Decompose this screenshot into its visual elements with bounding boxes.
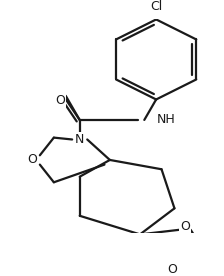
Text: N: N [75, 133, 84, 146]
Text: O: O [180, 221, 190, 233]
Text: O: O [55, 94, 65, 107]
Text: Cl: Cl [150, 0, 162, 13]
Text: NH: NH [157, 113, 176, 126]
Text: O: O [27, 153, 37, 166]
Text: O: O [167, 263, 177, 276]
